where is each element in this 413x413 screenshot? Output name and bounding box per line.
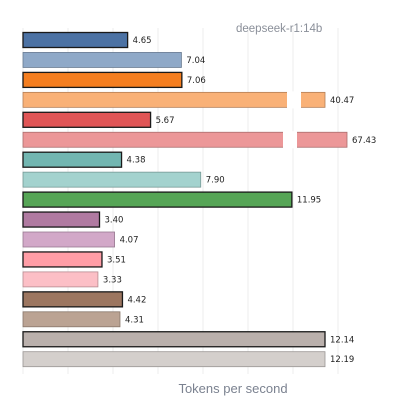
bar-value-label: 40.47 xyxy=(330,96,354,106)
bar xyxy=(22,131,348,148)
bar-value-label: 4.07 xyxy=(120,236,139,246)
bar xyxy=(22,351,326,368)
bar xyxy=(22,311,121,328)
chart-subtitle: deepseek-r1:14b xyxy=(236,23,322,35)
x-axis-label: Tokens per second xyxy=(178,381,287,396)
bar xyxy=(22,111,152,128)
bar-value-label: 4.65 xyxy=(133,36,152,46)
bar-value-label: 11.95 xyxy=(297,196,321,206)
bar xyxy=(22,251,103,268)
axis-break-gap xyxy=(283,131,297,149)
bar xyxy=(22,291,124,308)
bar xyxy=(22,211,101,228)
bar-value-label: 7.90 xyxy=(206,176,225,186)
bar-value-label: 12.14 xyxy=(330,335,354,345)
bar-value-label: 4.42 xyxy=(127,295,146,305)
bar-value-label: 4.31 xyxy=(125,315,144,325)
bar xyxy=(22,91,326,108)
bar-value-label: 3.33 xyxy=(103,275,122,285)
axis-break-gap xyxy=(287,91,301,109)
bar-value-label: 4.38 xyxy=(127,156,146,166)
bar-value-label: 3.40 xyxy=(105,216,124,226)
bar xyxy=(22,171,202,188)
bar xyxy=(22,331,326,348)
bar xyxy=(22,71,183,89)
bar-value-label: 67.43 xyxy=(352,136,376,146)
bar xyxy=(22,52,182,68)
bar-value-label: 12.19 xyxy=(330,355,354,365)
bar xyxy=(22,191,293,208)
bars xyxy=(22,31,348,368)
bar xyxy=(22,231,115,248)
bar-value-label: 3.51 xyxy=(107,255,126,265)
bar xyxy=(22,151,123,168)
bar xyxy=(22,271,99,288)
value-labels: 4.65 7.04 7.06 40.47 5.67 67.43 4.38 7.90 11.95 3… xyxy=(103,36,376,365)
bar-value-label: 7.06 xyxy=(187,76,206,86)
bar-value-label: 7.04 xyxy=(186,56,205,66)
bar xyxy=(22,31,129,49)
bar-value-label: 5.67 xyxy=(156,116,175,126)
